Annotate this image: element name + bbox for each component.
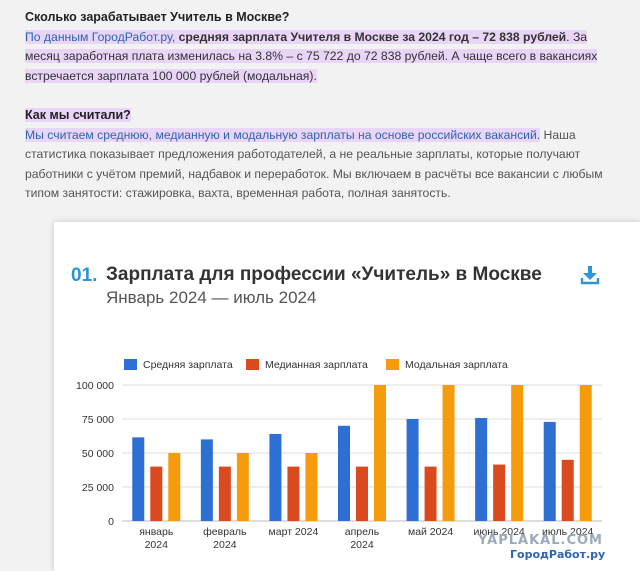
- bar-1: [424, 466, 437, 521]
- x-tick-label: июль 2024: [542, 526, 594, 538]
- chart-subtitle: Январь 2024 — июль 2024: [106, 288, 317, 307]
- salary-chart: Средняя зарплата Медианная зарплата Модаль…: [76, 359, 602, 551]
- bar-2: [236, 453, 249, 521]
- bar-2: [305, 453, 318, 521]
- chart-number: 01.: [71, 265, 98, 286]
- bar-1: [356, 466, 368, 521]
- bar-1: [150, 466, 163, 521]
- y-tick-label: 50 000: [82, 448, 114, 460]
- bar-1: [493, 464, 506, 521]
- x-tick-label: январь 2024: [139, 526, 174, 551]
- chart-card: 01. Зарплата для профессии «Учитель» в М…: [54, 222, 640, 571]
- method-details: Наша статистика показывает предложения р…: [25, 127, 603, 201]
- legend-label: Модальная зарплата: [405, 359, 508, 371]
- paragraph-summary: По данным ГородРабот.ру, средняя зарплат…: [25, 28, 625, 87]
- y-tick-label: 0: [108, 516, 114, 528]
- method-main: Мы считаем среднюю, медианную и модальну…: [25, 127, 541, 142]
- bar-0: [543, 421, 556, 521]
- x-tick-label: июнь 2024: [473, 526, 524, 538]
- x-tick-label: февраль 2024: [203, 526, 247, 551]
- x-tick-label: апрель 2024: [345, 526, 380, 551]
- article-text: Сколько зарабатывает Учитель в Москве? П…: [25, 8, 625, 204]
- bar-0: [406, 419, 419, 521]
- summary-average: средняя зарплата Учителя в Москве за 202…: [178, 29, 567, 44]
- bar-1: [218, 466, 231, 521]
- bar-0: [338, 425, 350, 521]
- summary-source: По данным ГородРабот.ру,: [25, 29, 179, 44]
- paragraph-method: Мы считаем среднюю, медианную и модальну…: [25, 126, 625, 204]
- legend-swatch: [246, 359, 259, 370]
- bar-2: [442, 385, 455, 521]
- legend-swatch: [124, 359, 137, 370]
- watermark-yaplakal: YAPLAKAL.COM: [478, 533, 603, 548]
- legend-label: Медианная зарплата: [265, 359, 368, 371]
- bar-1: [287, 466, 300, 521]
- y-tick-label: 25 000: [82, 482, 114, 494]
- bar-2: [511, 385, 524, 521]
- bar-2: [579, 385, 592, 521]
- bar-0: [269, 433, 282, 521]
- x-tick-label: март 2024: [269, 526, 319, 538]
- legend-swatch: [386, 359, 399, 370]
- watermark-gorodrabot: ГородРабот.ру: [510, 548, 606, 561]
- bar-1: [561, 459, 574, 521]
- bar-0: [475, 418, 488, 521]
- bar-2: [374, 385, 386, 521]
- y-tick-label: 100 000: [76, 380, 114, 392]
- heading-how-much: Сколько зарабатывает Учитель в Москве?: [25, 10, 290, 24]
- download-icon[interactable]: [579, 264, 601, 286]
- bar-0: [132, 437, 145, 521]
- bar-0: [200, 439, 213, 521]
- legend-label: Средняя зарплата: [143, 359, 233, 371]
- y-tick-label: 75 000: [82, 414, 114, 426]
- chart-title: Зарплата для профессии «Учитель» в Москв…: [106, 264, 542, 285]
- bar-2: [168, 453, 181, 521]
- heading-how-calculated: Как мы считали?: [25, 108, 131, 122]
- x-tick-label: май 2024: [408, 526, 453, 538]
